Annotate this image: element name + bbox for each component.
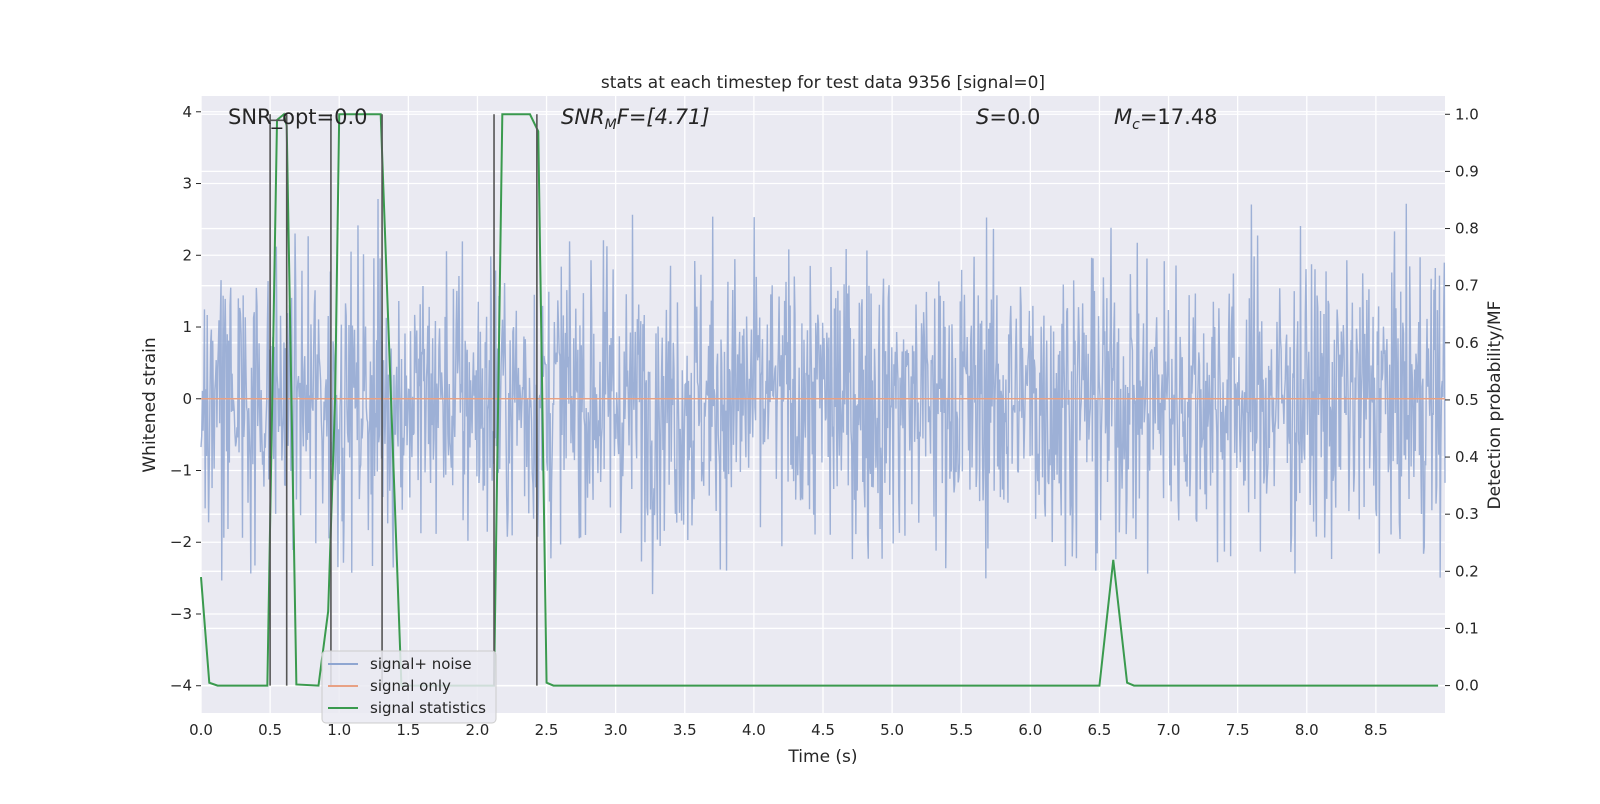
- x-tick-label: 7.0: [1157, 721, 1181, 739]
- x-axis-label: Time (s): [787, 747, 857, 767]
- y-left-tick-label: 0: [182, 390, 192, 408]
- x-tick-label: 1.0: [327, 721, 351, 739]
- legend-label-signal-noise: signal+ noise: [370, 655, 472, 673]
- x-tick-label: 2.0: [466, 721, 490, 739]
- y-right-tick-label: 0.5: [1455, 391, 1479, 409]
- x-tick-label: 3.0: [604, 721, 628, 739]
- marker-lines: [269, 114, 538, 686]
- annotation-snr-opt: SNR_opt=0.0: [228, 105, 368, 130]
- y-axis-left-label: Whitened strain: [140, 337, 160, 472]
- legend: signal+ noise signal only signal statist…: [321, 650, 497, 724]
- y-left-tick-label: −3: [170, 605, 192, 623]
- y-right-tick-label: 0.6: [1455, 334, 1479, 352]
- y-left-tick-label: 4: [182, 103, 192, 121]
- y-left-tick-label: −4: [170, 677, 192, 695]
- y-left-tick-label: 1: [182, 318, 192, 336]
- y-left-tick-label: −2: [170, 533, 192, 551]
- x-tick-label: 4.0: [742, 721, 766, 739]
- legend-label-signal-only: signal only: [370, 677, 451, 695]
- x-tick-label: 8.0: [1295, 721, 1319, 739]
- annotation-s: S=0.0: [976, 105, 1040, 129]
- y-right-tick-label: 0.1: [1455, 619, 1479, 637]
- y-right-tick-label: 1.0: [1455, 105, 1479, 123]
- x-tick-label: 7.5: [1226, 721, 1250, 739]
- annotation-snr-mf: SNRMF=[4.71]: [561, 105, 710, 133]
- x-tick-label: 5.0: [880, 721, 904, 739]
- legend-box: [321, 650, 497, 724]
- x-tick-label: 2.5: [535, 721, 559, 739]
- x-tick-label: 6.0: [1018, 721, 1042, 739]
- y-right-tick-label: 0.7: [1455, 277, 1479, 295]
- x-tick-label: 0.5: [258, 721, 282, 739]
- annotation-mc: Mc=17.48: [1114, 105, 1218, 133]
- y-right-tick-label: 0.2: [1455, 562, 1479, 580]
- y-left-tick-label: 2: [182, 246, 192, 264]
- x-tick-label: 4.5: [811, 721, 835, 739]
- tick-labels: 0.0 0.5 1.0 1.5 2.0 2.5 3.0 3.5 4.0 4.5 5.0 5.5 6.0 6…: [170, 103, 1479, 739]
- y-right-tick-label: 0.4: [1455, 448, 1479, 466]
- y-right-tick-label: 0.0: [1455, 677, 1479, 695]
- y-right-tick-label: 0.3: [1455, 505, 1479, 523]
- grid-layer: [200, 96, 1445, 713]
- y-left-tick-label: −1: [170, 462, 192, 480]
- chart-title: stats at each timestep for test data 935…: [601, 73, 1045, 93]
- y-right-tick-label: 0.8: [1455, 220, 1479, 238]
- noise-series: [200, 199, 1446, 595]
- x-tick-label: 5.5: [949, 721, 973, 739]
- x-tick-label: 3.5: [673, 721, 697, 739]
- x-tick-label: 1.5: [396, 721, 420, 739]
- legend-label-signal-statistics: signal statistics: [370, 699, 486, 717]
- y-left-tick-label: 3: [182, 175, 192, 193]
- series-signal-noise-line: [200, 199, 1446, 595]
- x-tick-label: 8.5: [1364, 721, 1388, 739]
- y-axis-right-label: Detection probability/MF: [1485, 301, 1505, 510]
- x-tick-label: 0.0: [189, 721, 213, 739]
- y-right-tick-label: 0.9: [1455, 162, 1479, 180]
- x-tick-label: 6.5: [1088, 721, 1112, 739]
